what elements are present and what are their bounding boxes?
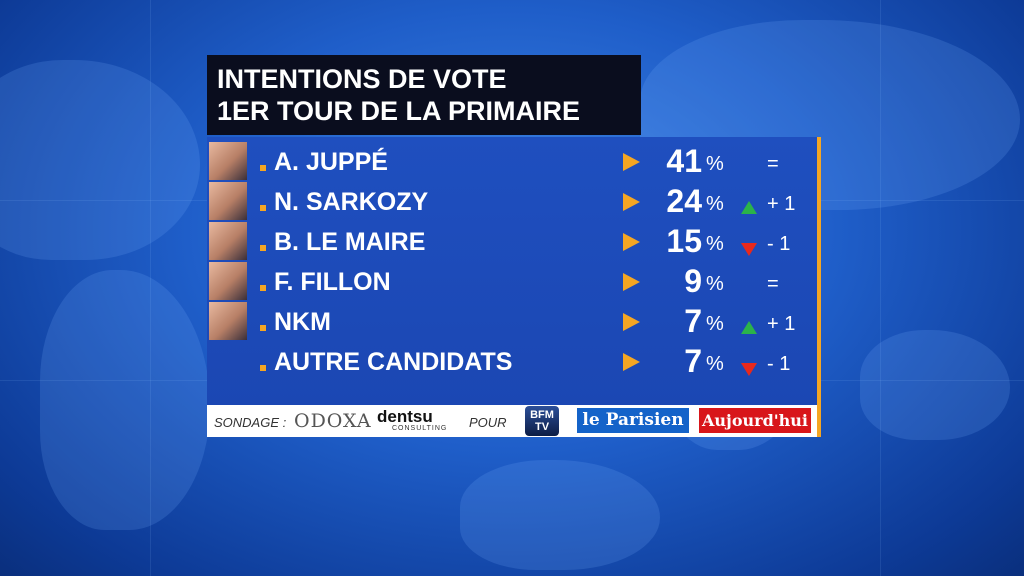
candidate-name: N. SARKOZY [274, 188, 429, 216]
arrow-right-icon [623, 153, 640, 171]
percentage-value: 7 [684, 303, 702, 339]
candidate-row: F. FILLON 9% = [207, 261, 817, 301]
trend-up-icon [741, 201, 757, 214]
percentage-value: 9 [684, 263, 702, 299]
percentage-value: 24 [666, 183, 702, 219]
title-line-1: INTENTIONS DE VOTE [217, 64, 507, 94]
percentage-value: 15 [666, 223, 702, 259]
change-value: + 1 [767, 313, 796, 335]
le-parisien-logo: le Parisien [577, 408, 689, 433]
source-label: SONDAGE : [214, 415, 287, 430]
arrow-right-icon [623, 233, 640, 251]
arrow-right-icon [623, 313, 640, 331]
candidate-photo [209, 222, 247, 260]
dentsu-sub-label: CONSULTING [392, 425, 448, 432]
candidate-name: B. LE MAIRE [274, 228, 426, 256]
title-line-2: 1ER TOUR DE LA PRIMAIRE [217, 96, 581, 126]
percent-unit: % [706, 313, 724, 335]
trend-down-icon [741, 243, 757, 256]
bullet-marker [260, 365, 266, 371]
percent-unit: % [706, 193, 724, 215]
candidate-row: A. JUPPÉ 41% = [207, 141, 817, 181]
candidate-photo [209, 142, 247, 180]
percent-unit: % [706, 353, 724, 375]
candidate-name: A. JUPPÉ [274, 148, 388, 176]
percent-unit: % [706, 153, 724, 175]
change-value: - 1 [767, 233, 791, 255]
candidate-name: NKM [274, 308, 331, 336]
arrow-right-icon [623, 353, 640, 371]
candidate-photo [209, 182, 247, 220]
change-value: - 1 [767, 353, 791, 375]
dentsu-logo: dentsu [377, 407, 433, 426]
results-panel: A. JUPPÉ 41% = N. SARKOZY 24% + 1 B. LE MAIRE 1… [207, 137, 821, 405]
trend-up-icon [741, 321, 757, 334]
odoxa-logo: ODOXA [294, 410, 372, 432]
candidate-name: AUTRE CANDIDATS [274, 348, 513, 376]
bullet-marker [260, 325, 266, 331]
bfm-tv-logo: BFM TV [525, 406, 559, 436]
candidate-row: N. SARKOZY 24% + 1 [207, 181, 817, 221]
bullet-marker [260, 285, 266, 291]
percentage-value: 7 [684, 343, 702, 379]
percent-unit: % [706, 273, 724, 295]
percent-unit: % [706, 233, 724, 255]
change-value: = [767, 273, 779, 295]
change-value: = [767, 153, 779, 175]
candidate-name: F. FILLON [274, 268, 391, 296]
candidate-photo [209, 262, 247, 300]
arrow-right-icon [623, 193, 640, 211]
chart-title: INTENTIONS DE VOTE 1ER TOUR DE LA PRIMAI… [207, 55, 641, 135]
source-bar: SONDAGE : ODOXA dentsu CONSULTING POUR B… [207, 405, 821, 437]
arrow-right-icon [623, 273, 640, 291]
percentage-value: 41 [666, 143, 702, 179]
aujourdhui-logo: Aujourd'hui [699, 408, 811, 433]
bullet-marker [260, 165, 266, 171]
trend-down-icon [741, 363, 757, 376]
candidate-photo [209, 302, 247, 340]
source-for-label: POUR [469, 415, 507, 430]
candidate-row: NKM 7% + 1 [207, 301, 817, 341]
change-value: + 1 [767, 193, 796, 215]
bullet-marker [260, 245, 266, 251]
bullet-marker [260, 205, 266, 211]
candidate-row: AUTRE CANDIDATS 7% - 1 [207, 341, 817, 381]
candidate-row: B. LE MAIRE 15% - 1 [207, 221, 817, 261]
